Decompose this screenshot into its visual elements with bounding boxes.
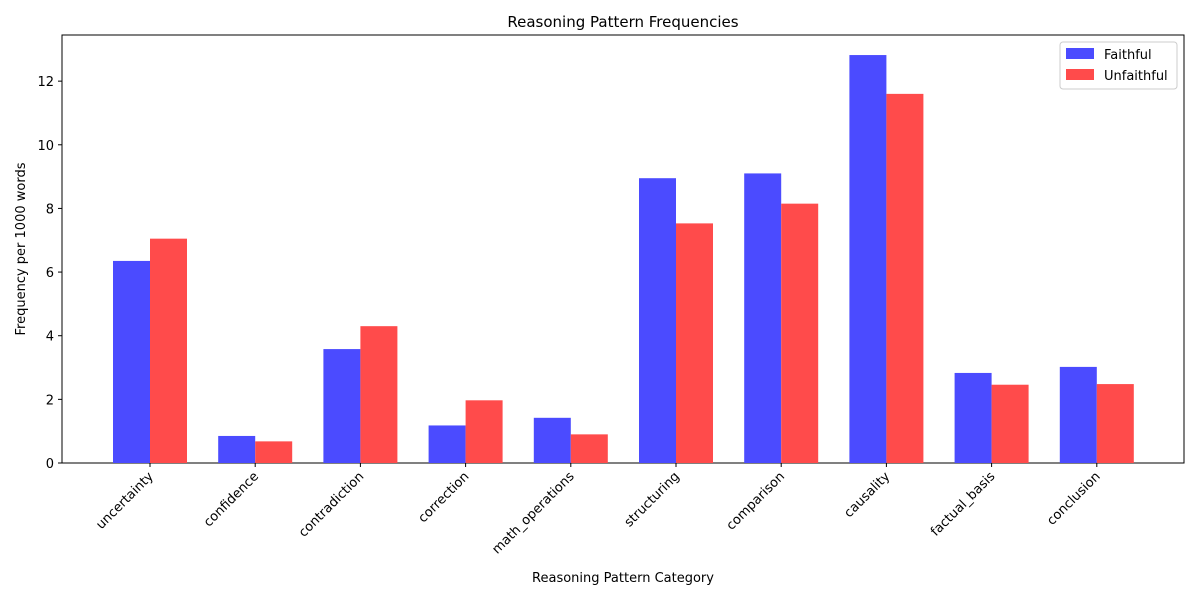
plot-area: [61, 34, 1185, 464]
bar-unfaithful-contradiction: [360, 326, 398, 463]
x-axis: uncertainty confidence contradiction correc…: [93, 463, 1104, 557]
bar-unfaithful-confidence: [255, 441, 293, 463]
legend-swatch-unfaithful: [1066, 69, 1094, 80]
x-tick-label: confidence: [201, 469, 262, 530]
y-tick-label: 10: [37, 139, 54, 154]
bar-unfaithful-correction: [465, 400, 503, 463]
bar-faithful-confidence: [218, 435, 256, 463]
bar-faithful-comparison: [744, 173, 782, 464]
legend-swatch-faithful: [1066, 48, 1094, 59]
bar-faithful-conclusion: [1059, 366, 1097, 463]
x-tick-label: causality: [842, 469, 894, 521]
bar-faithful-correction: [428, 425, 466, 463]
bar-unfaithful-math-operations: [570, 434, 608, 463]
x-tick-label: correction: [416, 469, 473, 526]
x-tick-label: conclusion: [1044, 469, 1103, 528]
bars-group: [113, 55, 1134, 464]
bar-unfaithful-comparison: [781, 203, 819, 463]
y-tick-label: 4: [46, 330, 54, 345]
y-tick-label: 0: [46, 457, 54, 472]
x-tick-label: factual_basis: [928, 469, 999, 540]
x-tick-label: comparison: [724, 469, 788, 533]
y-tick-label: 8: [46, 202, 54, 217]
bar-unfaithful-uncertainty: [150, 238, 187, 463]
bar-faithful-structuring: [639, 178, 676, 463]
bar-unfaithful-conclusion: [1096, 384, 1134, 463]
legend-label-faithful: Faithful: [1104, 48, 1152, 63]
x-tick-label: math_operations: [489, 469, 577, 557]
y-axis: 0 2 4 6 8 10 12: [37, 75, 62, 472]
bar-unfaithful-factual-basis: [991, 384, 1029, 463]
y-tick-label: 12: [37, 75, 54, 90]
bar-faithful-uncertainty: [113, 260, 150, 463]
plot-frame: [61, 34, 1185, 464]
x-axis-label: Reasoning Pattern Category: [532, 571, 714, 586]
bar-faithful-math-operations: [533, 417, 571, 463]
x-tick-label: uncertainty: [93, 469, 157, 533]
x-tick-label: structuring: [622, 469, 683, 530]
bar-faithful-factual-basis: [954, 372, 992, 463]
legend: Faithful Unfaithful: [1059, 41, 1178, 90]
y-tick-label: 6: [46, 266, 54, 281]
bar-faithful-causality: [849, 55, 887, 464]
bar-unfaithful-causality: [886, 93, 924, 464]
y-tick-label: 2: [46, 393, 54, 408]
legend-label-unfaithful: Unfaithful: [1104, 69, 1168, 84]
y-axis-label: Frequency per 1000 words: [14, 162, 29, 335]
bar-unfaithful-structuring: [676, 223, 713, 463]
bar-faithful-contradiction: [323, 349, 361, 463]
x-tick-label: contradiction: [296, 469, 367, 540]
chart-title: Reasoning Pattern Frequencies: [507, 13, 738, 31]
